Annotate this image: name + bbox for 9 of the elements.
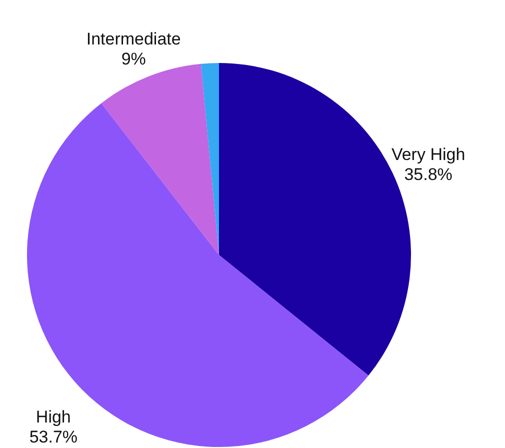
slice-label: Very High — [391, 144, 466, 164]
slice-label: Intermediate — [86, 29, 181, 48]
pie-slice — [200, 63, 219, 255]
data-label: 35.8% — [404, 164, 452, 184]
pie-slice — [101, 64, 219, 255]
pie-slice — [27, 103, 368, 447]
data-label: 9% — [121, 49, 146, 68]
slice-label: High — [36, 407, 71, 426]
data-label: 53.7% — [29, 427, 78, 446]
